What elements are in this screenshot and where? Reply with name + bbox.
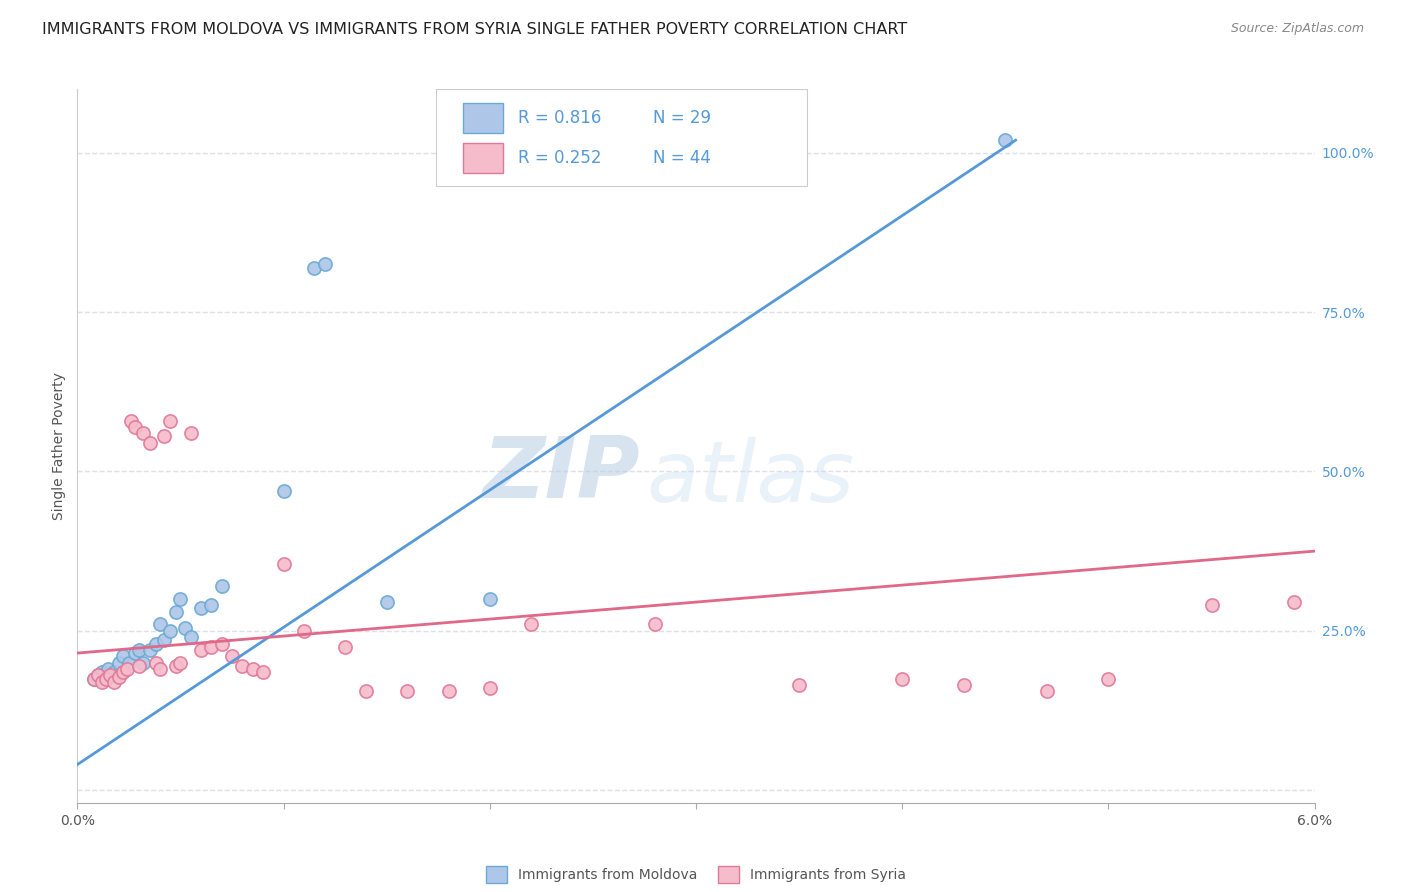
Point <box>115 662 138 676</box>
Point <box>138 643 160 657</box>
Point <box>787 678 810 692</box>
Point <box>180 630 202 644</box>
Point <box>118 656 141 670</box>
Point <box>252 665 274 680</box>
Point <box>1282 595 1305 609</box>
Y-axis label: Single Father Poverty: Single Father Poverty <box>52 372 66 520</box>
Point <box>91 674 114 689</box>
Text: atlas: atlas <box>647 436 855 520</box>
Point <box>211 579 233 593</box>
Point <box>478 681 501 695</box>
Text: N = 29: N = 29 <box>652 110 710 128</box>
Point <box>396 684 419 698</box>
Point <box>169 656 191 670</box>
Point <box>159 624 181 638</box>
Point <box>83 672 105 686</box>
Point <box>200 599 222 613</box>
Text: Source: ZipAtlas.com: Source: ZipAtlas.com <box>1230 22 1364 36</box>
Point <box>354 684 377 698</box>
Point <box>98 668 121 682</box>
Point <box>103 674 125 689</box>
Text: N = 44: N = 44 <box>652 149 710 167</box>
Point <box>107 656 129 670</box>
Point <box>149 662 172 676</box>
Point <box>273 483 295 498</box>
Point <box>478 591 501 606</box>
Point <box>375 595 398 609</box>
Point <box>165 605 187 619</box>
Point <box>314 257 336 271</box>
Point <box>103 665 125 680</box>
FancyBboxPatch shape <box>464 143 503 173</box>
Text: IMMIGRANTS FROM MOLDOVA VS IMMIGRANTS FROM SYRIA SINGLE FATHER POVERTY CORRELATI: IMMIGRANTS FROM MOLDOVA VS IMMIGRANTS FR… <box>42 22 907 37</box>
Text: R = 0.816: R = 0.816 <box>517 110 602 128</box>
Point <box>437 684 460 698</box>
Point <box>111 665 134 680</box>
FancyBboxPatch shape <box>464 103 503 134</box>
Point <box>153 429 176 443</box>
Point <box>190 601 212 615</box>
Point <box>953 678 976 692</box>
Point <box>211 636 233 650</box>
Point <box>273 557 295 571</box>
Point <box>128 643 150 657</box>
Point <box>304 260 326 275</box>
Point <box>91 665 114 680</box>
Point <box>180 426 202 441</box>
Point <box>145 636 167 650</box>
Point <box>153 633 176 648</box>
Point <box>292 624 315 638</box>
Point <box>124 646 146 660</box>
Point <box>1097 672 1119 686</box>
Point <box>231 658 253 673</box>
Point <box>335 640 357 654</box>
Point <box>124 420 146 434</box>
Point <box>1201 599 1223 613</box>
Point <box>97 662 120 676</box>
Point <box>644 617 666 632</box>
Point <box>165 658 187 673</box>
Point <box>200 640 222 654</box>
Point <box>221 649 243 664</box>
Text: ZIP: ZIP <box>482 433 640 516</box>
Point <box>96 672 118 686</box>
Point <box>149 617 172 632</box>
Point <box>87 668 110 682</box>
Point <box>173 621 195 635</box>
Point <box>891 672 914 686</box>
Point <box>138 435 160 450</box>
Point <box>169 591 191 606</box>
Point <box>1035 684 1057 698</box>
Point <box>190 643 212 657</box>
Point <box>132 656 155 670</box>
Point <box>83 672 105 686</box>
Legend: Immigrants from Moldova, Immigrants from Syria: Immigrants from Moldova, Immigrants from… <box>481 861 911 888</box>
Point <box>111 649 134 664</box>
FancyBboxPatch shape <box>436 89 807 186</box>
Point <box>132 426 155 441</box>
Text: R = 0.252: R = 0.252 <box>517 149 602 167</box>
Point <box>120 413 142 427</box>
Point <box>242 662 264 676</box>
Point <box>145 656 167 670</box>
Point <box>159 413 181 427</box>
Point <box>128 658 150 673</box>
Point <box>107 670 129 684</box>
Point <box>520 617 543 632</box>
Point <box>994 133 1017 147</box>
Point <box>87 668 110 682</box>
